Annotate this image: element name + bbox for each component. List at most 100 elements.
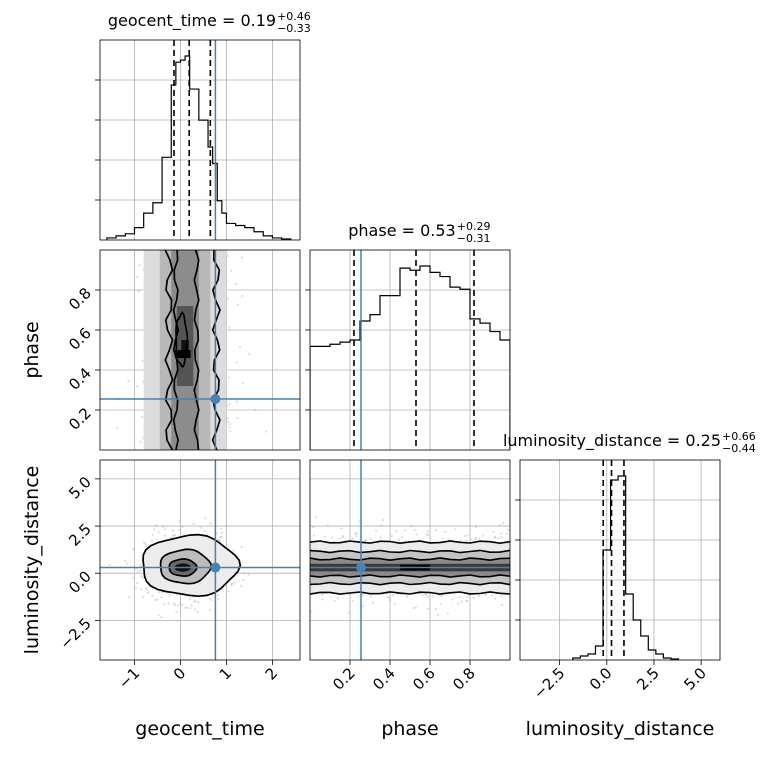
sample-point (478, 537, 481, 540)
sample-point (134, 586, 138, 589)
sample-point (196, 610, 199, 614)
panel-ld-vs-geocent (99, 459, 301, 661)
sample-point (431, 595, 434, 598)
sample-point (451, 598, 454, 601)
sample-point (171, 529, 174, 532)
x-axis-label-luminosity_distance: luminosity_distance (526, 718, 715, 740)
histogram-step-line (310, 265, 510, 450)
sample-point (388, 596, 391, 599)
panel-ld-hist (519, 459, 721, 661)
sample-point (375, 529, 378, 532)
sample-point (217, 538, 221, 541)
density-contour-line (310, 581, 510, 586)
sample-point (162, 525, 165, 528)
sample-point (167, 602, 170, 605)
sample-point (333, 540, 336, 543)
sample-point (199, 526, 202, 529)
sample-point (425, 533, 428, 536)
panel-frame (519, 459, 721, 661)
sample-point (242, 578, 245, 582)
sample-point (315, 515, 318, 519)
panel-geocent-hist (99, 39, 301, 241)
sample-point (336, 597, 339, 600)
sample-point (500, 536, 503, 539)
sample-point (240, 545, 243, 549)
sample-point (216, 597, 220, 600)
sample-point (456, 602, 459, 606)
sample-point (413, 528, 416, 531)
x-tick-label: 0.6 (409, 664, 439, 694)
sample-point (386, 595, 389, 598)
sample-point (236, 416, 239, 420)
sample-point (466, 534, 469, 537)
sample-point (438, 594, 441, 597)
x-axis-label-geocent_time: geocent_time (135, 718, 264, 740)
sample-point (466, 595, 469, 599)
panel-title-upper-error: +0.46 (277, 10, 311, 23)
panel-plot-area (100, 460, 300, 660)
panel-title-upper-error: +0.66 (722, 430, 756, 443)
panel-ld-vs-phase (309, 459, 511, 661)
sample-point (108, 563, 111, 566)
sample-point (181, 525, 184, 528)
x-tick-label: 5.0 (680, 664, 710, 694)
sample-point (341, 536, 345, 539)
sample-point (497, 536, 500, 540)
y-tick-label: 0.8 (65, 284, 95, 314)
y-tick-label: 0.6 (65, 324, 95, 354)
sample-point (203, 530, 206, 533)
sample-point (140, 574, 143, 578)
sample-point (441, 537, 445, 540)
sample-point (466, 600, 469, 603)
sample-point (235, 361, 238, 364)
sample-point (414, 606, 417, 609)
panel-phase-hist (309, 249, 511, 451)
sample-point (186, 606, 189, 610)
sample-point (459, 539, 462, 542)
sample-point (331, 536, 334, 539)
panel-title: phase = 0.53 (348, 221, 455, 240)
sample-point (405, 595, 409, 598)
sample-point (151, 533, 154, 537)
density-contour-line (310, 591, 510, 595)
sample-point (158, 591, 161, 594)
sample-point (426, 595, 429, 598)
sample-point (235, 400, 238, 403)
sample-point (490, 594, 493, 597)
sample-point (189, 607, 192, 610)
sample-point (484, 593, 487, 597)
sample-point (159, 616, 163, 619)
panel-phase-vs-geocent (99, 249, 301, 451)
sample-point (188, 598, 192, 601)
density-contour-inner (175, 311, 189, 368)
panel-title-upper-error: +0.29 (457, 220, 491, 233)
sample-point (208, 597, 211, 600)
density-mode (174, 350, 191, 358)
sample-point (424, 592, 427, 596)
sample-point (210, 599, 213, 602)
sample-point (127, 379, 130, 383)
sample-point (474, 525, 478, 528)
sample-point (388, 599, 391, 602)
panel-title-lower-error: −0.31 (457, 232, 491, 245)
panel-title-lower-error: −0.33 (277, 22, 311, 35)
sample-point (426, 607, 429, 610)
sample-point (465, 539, 468, 542)
sample-point (230, 584, 233, 587)
sample-point (458, 596, 461, 599)
sample-point (218, 539, 221, 543)
sample-point (333, 599, 336, 602)
sample-point (124, 559, 127, 562)
sample-point (254, 409, 257, 412)
sample-point (498, 523, 501, 527)
sample-point (132, 548, 135, 551)
sample-point (338, 537, 341, 540)
panel-frame (309, 459, 511, 661)
sample-point (240, 256, 244, 259)
sample-point (181, 603, 184, 606)
sample-point (341, 534, 344, 538)
sample-point (440, 595, 444, 598)
sample-point (172, 535, 175, 539)
sample-point (426, 533, 430, 537)
